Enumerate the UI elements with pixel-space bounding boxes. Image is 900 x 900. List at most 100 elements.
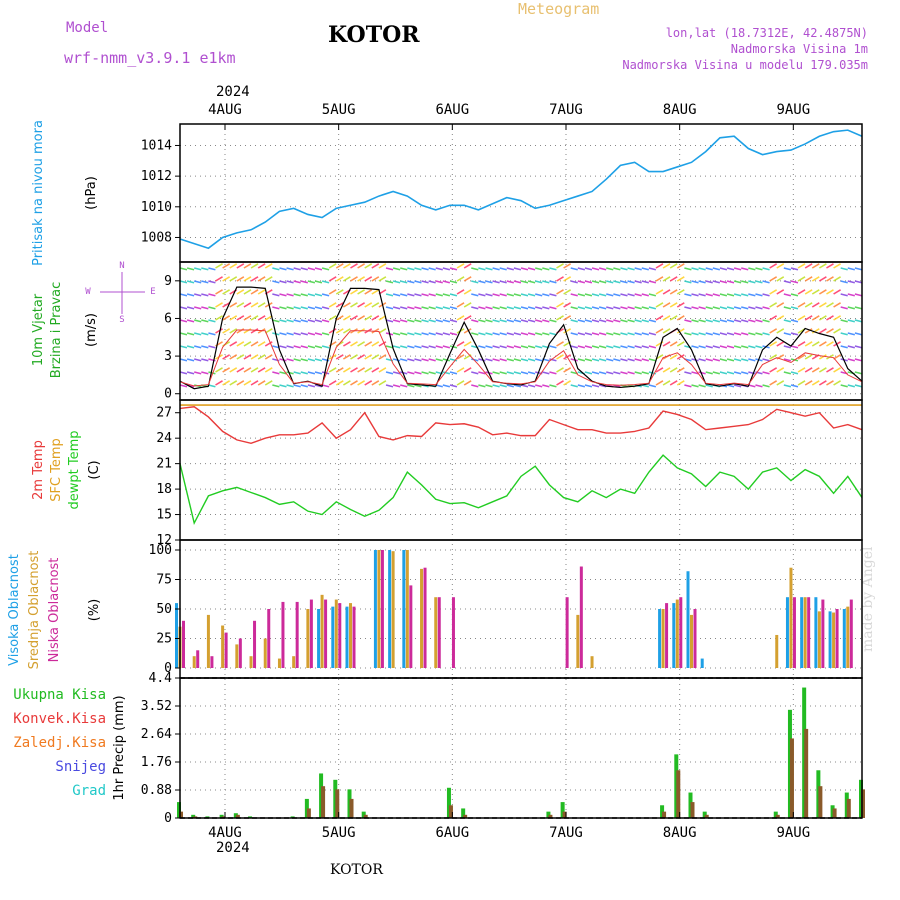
wind-arrow	[669, 367, 678, 373]
wind-arrow	[421, 293, 429, 297]
wind-arrow	[471, 319, 479, 323]
wind-arrow	[194, 293, 202, 297]
wind-arrow	[698, 306, 706, 310]
wind-arrow	[804, 289, 813, 295]
wind-arrow	[286, 306, 294, 310]
wind-arrow	[797, 302, 806, 308]
wind-arrow	[634, 267, 642, 271]
wind-arrow	[201, 371, 209, 375]
wind-arrow	[485, 358, 493, 362]
wind-arrow	[577, 384, 586, 388]
precip-conv-bar	[363, 814, 368, 818]
wind-arrow	[556, 289, 564, 295]
wind-arrow	[471, 293, 479, 297]
wind-arrow	[307, 280, 316, 284]
cloud-bar	[238, 638, 242, 668]
wind-arrow	[378, 263, 387, 269]
wind-arrow	[286, 267, 294, 271]
y-tick-label: 1010	[141, 200, 172, 215]
wind-arrow	[314, 319, 323, 323]
wind-arrow	[776, 263, 785, 269]
wind-arrow	[591, 267, 600, 271]
wind-arrow	[321, 280, 330, 284]
wind-arrow	[328, 263, 337, 269]
wind-arrow	[222, 289, 231, 295]
wind-arrow	[279, 345, 287, 349]
mid-cloud-title: Srednja Oblacnost	[27, 551, 42, 670]
wind-arrow	[428, 319, 436, 323]
wind-arrow	[257, 263, 266, 269]
wind-arrow	[542, 332, 550, 336]
wind-arrow	[691, 332, 699, 336]
wind-arrow	[414, 319, 422, 323]
wind-arrow	[293, 384, 301, 388]
wind-arrow	[691, 358, 699, 362]
wind-arrow	[300, 306, 308, 310]
wind-arrow	[520, 384, 529, 388]
cloud-bar	[409, 585, 413, 668]
wind-arrow	[535, 319, 543, 323]
wind-arrow	[804, 263, 813, 269]
cloud-bar	[281, 601, 285, 668]
wind-arrow	[854, 358, 863, 362]
wind-arrow	[400, 319, 408, 323]
wind-arrow	[691, 371, 699, 375]
cloud-bar	[338, 603, 342, 668]
wind-arrow	[584, 306, 593, 310]
cloud-bar	[196, 650, 200, 668]
precip-conv-bar	[846, 798, 851, 818]
wind-arrow	[606, 293, 614, 297]
wind-arrow	[407, 293, 415, 297]
day-tick-label-top: 8AUG	[663, 102, 697, 118]
wind-arrow	[407, 384, 415, 388]
wind-arrow	[264, 276, 273, 282]
wind-arrow	[769, 380, 778, 386]
wind-arrow	[201, 319, 209, 323]
cloud-bar	[565, 597, 569, 668]
wind-arrow	[321, 332, 330, 336]
wind-arrow	[236, 380, 245, 386]
wind-arrow	[790, 345, 799, 349]
wind-arrow	[264, 354, 273, 360]
wind-arrow	[776, 315, 785, 321]
cloud-bar	[349, 603, 352, 668]
wind-arrow	[854, 267, 863, 271]
wind-arrow	[364, 302, 373, 308]
wind-arrow	[321, 306, 330, 310]
wind-arrow	[769, 263, 778, 269]
wind-arrow	[719, 306, 728, 310]
wind-arrow	[584, 384, 593, 388]
wind-arrow	[598, 306, 607, 310]
wind-arrow	[527, 280, 536, 284]
wind-arrow	[279, 319, 287, 323]
wind-arrow	[300, 319, 308, 323]
wind-arrow	[826, 315, 834, 321]
y-tick-label: 3	[164, 349, 172, 364]
day-tick-label-bottom: 5AUG	[322, 825, 356, 841]
wind-arrow	[556, 263, 564, 269]
wind-arrow	[563, 380, 572, 386]
cloud-bar	[175, 603, 178, 668]
wind-arrow	[335, 289, 344, 295]
wind-arrow	[719, 319, 728, 323]
wind-arrow	[492, 319, 500, 323]
wind-arrow	[669, 354, 678, 360]
wind-arrow	[641, 306, 649, 310]
wind-arrow	[456, 315, 465, 321]
cloud-bar	[451, 597, 455, 668]
y-tick-label: 50	[156, 602, 172, 617]
precip-conv-bar	[562, 811, 567, 818]
cloud-bar	[345, 606, 349, 668]
wind-arrow	[748, 280, 756, 284]
wind-arrow	[179, 267, 188, 271]
wind-arrow	[442, 345, 451, 349]
wind-arrow	[733, 293, 742, 297]
wind-arrow	[641, 345, 649, 349]
wind-arrow	[272, 267, 280, 271]
wind-arrow	[527, 384, 536, 388]
wind-arrow	[300, 280, 308, 284]
precip-total-bar	[290, 816, 295, 818]
y-tick-label: 0	[164, 387, 172, 402]
wind-arrow	[549, 306, 557, 310]
cloud-bar	[405, 550, 409, 668]
